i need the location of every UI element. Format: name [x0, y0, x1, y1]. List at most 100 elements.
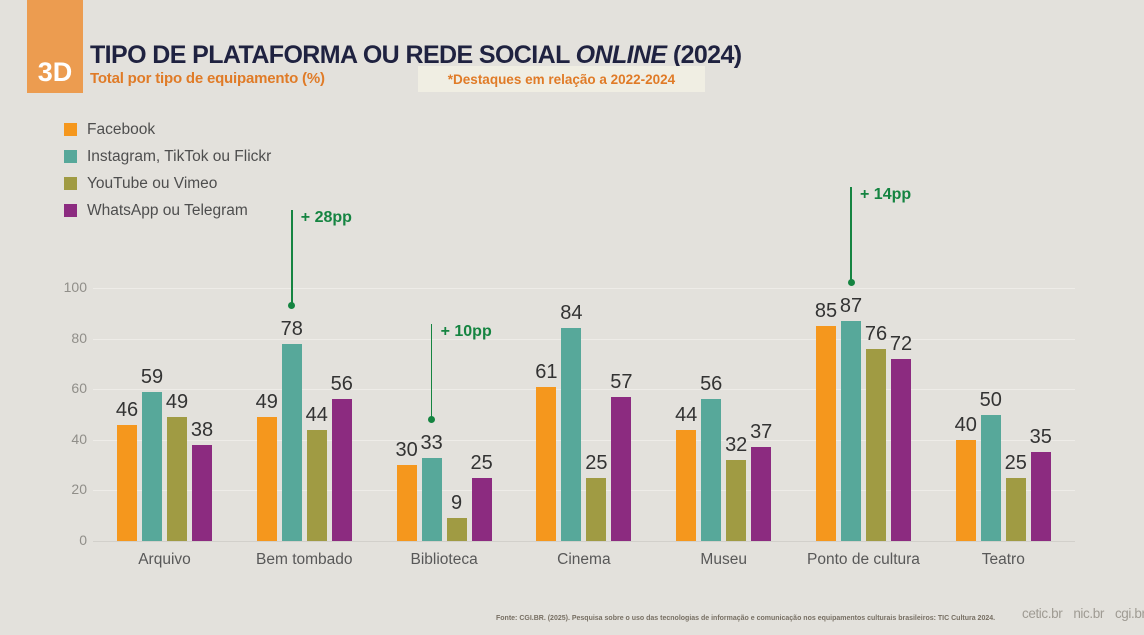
bar-value-label: 76: [864, 322, 888, 345]
bar-Teatro-WhatsApp ou Telegram: [1030, 452, 1051, 541]
bar-Arquivo-Instagram, TikTok ou Flickr: [142, 391, 162, 541]
legend-swatch-icon: [64, 177, 77, 190]
bar-value-label: 25: [585, 451, 608, 474]
legend-label: Facebook: [87, 120, 156, 138]
page-title-italic: ONLINE: [575, 41, 667, 69]
figure-number: 3D: [37, 57, 73, 87]
page-title-prefix: TIPO DE PLATAFORMA OU REDE SOCIAL: [90, 41, 576, 69]
bar-value-label: 85: [814, 299, 838, 322]
x-axis-label-Ponto de cultura: Ponto de cultura: [807, 551, 920, 568]
bar-value-label: 61: [535, 360, 558, 383]
bar-value-label: 59: [140, 365, 164, 388]
bar-value-label: 46: [115, 398, 139, 421]
gridline-40: [93, 439, 1075, 441]
bar-value-label: 33: [420, 431, 443, 454]
annotation-line: [850, 186, 852, 283]
bar-Cinema-Instagram, TikTok ou Flickr: [561, 328, 582, 541]
gridline-100: [93, 288, 1075, 289]
chart-subtitle: Total por tipo de equipamento (%): [90, 70, 325, 87]
y-axis-tick-60: 60: [71, 380, 87, 397]
bar-value-label: 40: [954, 413, 977, 436]
annotation-dot: [288, 302, 296, 310]
bar-Biblioteca-WhatsApp ou Telegram: [471, 477, 492, 541]
bar-Ponto de cultura-WhatsApp ou Telegram: [891, 358, 911, 541]
x-axis-label-Cinema: Cinema: [557, 551, 611, 568]
legend-label: Instagram, TikTok ou Flickr: [87, 147, 272, 165]
gridline-20: [93, 490, 1075, 492]
bar-Biblioteca-YouTube ou Vimeo: [446, 518, 467, 541]
y-axis-tick-0: 0: [79, 532, 87, 548]
bar-value-label: 35: [1029, 426, 1052, 449]
bar-Museu-WhatsApp ou Telegram: [751, 447, 772, 541]
bar-value-label: 38: [190, 418, 214, 441]
bar-Cinema-Facebook: [536, 386, 557, 541]
gridline-80: [93, 338, 1075, 340]
bar-Ponto de cultura-Instagram, TikTok ou Flickr: [841, 320, 861, 541]
bar-Teatro-Instagram, TikTok ou Flickr: [980, 414, 1001, 541]
bar-Museu-Facebook: [676, 429, 697, 541]
bar-Cinema-YouTube ou Vimeo: [586, 477, 607, 541]
bar-value-label: 44: [675, 403, 698, 426]
bar-Bem tombado-YouTube ou Vimeo: [306, 429, 327, 541]
legend-item: YouTube ou Vimeo: [64, 170, 271, 197]
logo-cetic-br: cetic.br: [1022, 606, 1063, 621]
bar-value-label: 49: [255, 391, 278, 414]
annotation-dot: [847, 279, 855, 287]
bar-value-label: 30: [395, 439, 418, 462]
x-axis-label-Biblioteca: Biblioteca: [410, 551, 478, 568]
bar-value-label: 37: [750, 421, 773, 444]
chart-legend: Facebook Instagram, TikTok ou Flickr YouTu…: [64, 116, 271, 224]
bar-Ponto de cultura-YouTube ou Vimeo: [866, 348, 886, 541]
footer-logos: cetic.br nic.br cgi.br: [1022, 606, 1144, 621]
bar-value-label: 32: [725, 434, 748, 457]
figure-number-badge: 3D: [27, 0, 83, 93]
bar-Ponto de cultura-Facebook: [816, 325, 836, 541]
legend-label: WhatsApp ou Telegram: [87, 201, 248, 219]
gridline-60: [93, 389, 1075, 391]
bar-Bem tombado-WhatsApp ou Telegram: [331, 399, 352, 541]
legend-swatch-icon: [64, 204, 77, 217]
annotation-label: + 10pp: [440, 322, 492, 340]
x-axis-label-Arquivo: Arquivo: [138, 551, 191, 568]
highlight-note-box: *Destaques em relação a 2022-2024: [418, 66, 705, 92]
gridline-0: [93, 541, 1075, 542]
annotation-line: [291, 209, 293, 306]
legend-swatch-icon: [64, 123, 77, 136]
bar-value-label: 72: [889, 332, 913, 355]
bar-Museu-Instagram, TikTok ou Flickr: [701, 399, 722, 541]
source-note: Fonte: CGI.BR. (2025). Pesquisa sobre o …: [496, 615, 996, 622]
legend-item: WhatsApp ou Telegram: [64, 197, 271, 224]
bar-Arquivo-Facebook: [117, 424, 137, 541]
logo-cgi-br: cgi.br: [1114, 606, 1144, 621]
annotation-line: [430, 323, 433, 420]
bar-value-label: 44: [305, 403, 328, 426]
bar-Bem tombado-Instagram, TikTok ou Flickr: [281, 343, 302, 541]
bar-value-label: 57: [610, 370, 633, 393]
page-title: TIPO DE PLATAFORMA OU REDE SOCIAL ONLINE…: [90, 41, 742, 70]
bar-Teatro-YouTube ou Vimeo: [1005, 477, 1026, 541]
bar-value-label: 84: [560, 302, 583, 325]
bar-value-label: 56: [700, 373, 723, 396]
legend-item: Facebook: [64, 116, 271, 143]
annotation-label: + 28pp: [300, 208, 352, 226]
bar-Arquivo-WhatsApp ou Telegram: [192, 444, 212, 541]
bar-value-label: 56: [330, 373, 353, 396]
bar-Biblioteca-Facebook: [396, 465, 417, 541]
y-axis-tick-100: 100: [63, 279, 87, 295]
bar-Bem tombado-Facebook: [256, 417, 277, 541]
legend-label: YouTube ou Vimeo: [87, 174, 218, 192]
bar-Arquivo-YouTube ou Vimeo: [167, 417, 187, 541]
annotation-label: + 14pp: [860, 185, 912, 203]
page-title-suffix: (2024): [666, 41, 742, 69]
y-axis-tick-40: 40: [71, 430, 87, 447]
highlight-note: *Destaques em relação a 2022-2024: [447, 71, 676, 87]
legend-swatch-icon: [64, 150, 77, 163]
bar-Biblioteca-Instagram, TikTok ou Flickr: [421, 457, 442, 541]
x-axis-label-Museu: Museu: [700, 551, 747, 568]
bar-Teatro-Facebook: [955, 439, 976, 541]
bar-Cinema-WhatsApp ou Telegram: [611, 396, 632, 541]
bar-value-label: 25: [470, 451, 493, 474]
bar-value-label: 9: [451, 492, 463, 515]
legend-item: Instagram, TikTok ou Flickr: [64, 143, 271, 170]
